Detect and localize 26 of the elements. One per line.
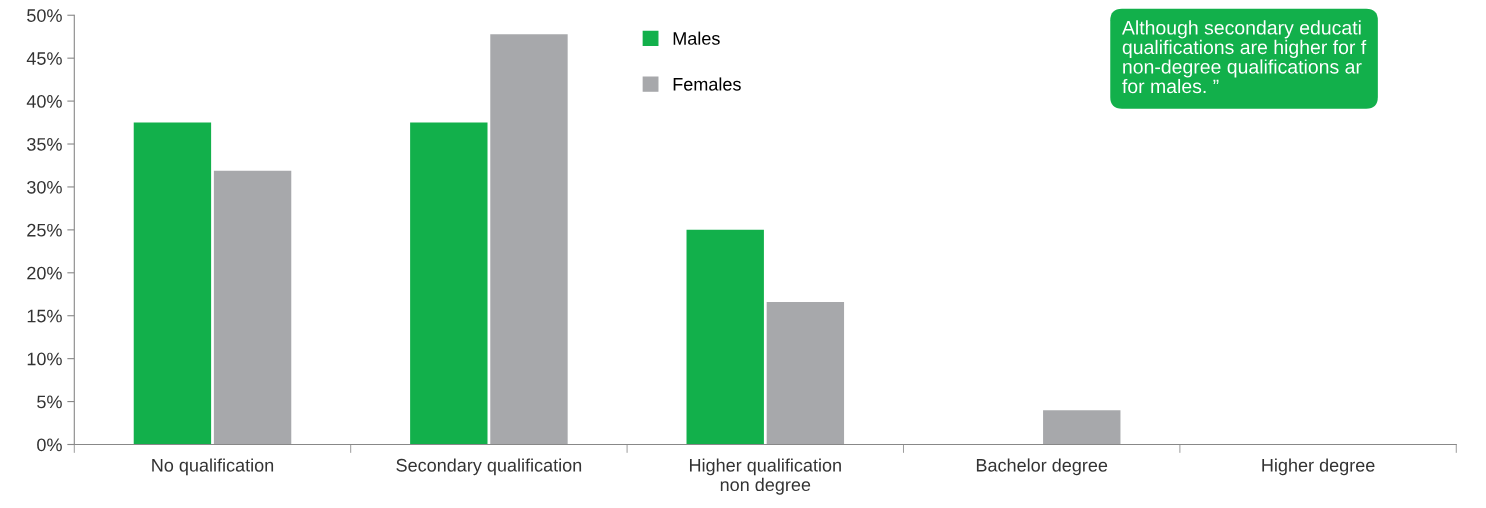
bar [410,122,488,445]
bar [766,301,845,445]
y-tick-label: 0% [37,438,62,452]
annotation: Although secondary educati qualifications are higher for f non-degree qualifications ar for males. ” [1121,20,1367,94]
y-tick-label: 45% [26,52,62,65]
y-tick-label: 35% [27,137,62,151]
bar [1043,410,1121,445]
bar [686,229,764,445]
y-tick-label: 15% [27,309,62,323]
y-tick-label: 5% [37,395,62,409]
y-tick-label: 25% [27,223,62,237]
x-tick-label: Higher qualification non degree [690,458,841,495]
bar [133,122,212,445]
x-tick-label: Bachelor degree [976,458,1108,476]
x-tick-label: No qualification [152,458,274,476]
y-tick-label: 50% [27,9,62,22]
legend-label: Females [673,77,741,91]
x-tick-label: Higher degree [1262,458,1375,476]
y-tick-label: 30% [27,180,62,194]
x-tick-label: Secondary qualification [396,458,582,476]
legend-label: Males [673,31,720,45]
y-tick-label: 10% [27,352,62,366]
y-tick-label: 20% [27,266,62,280]
y-tick-label: 40% [26,95,62,108]
bar [213,170,292,445]
bar [490,34,568,445]
